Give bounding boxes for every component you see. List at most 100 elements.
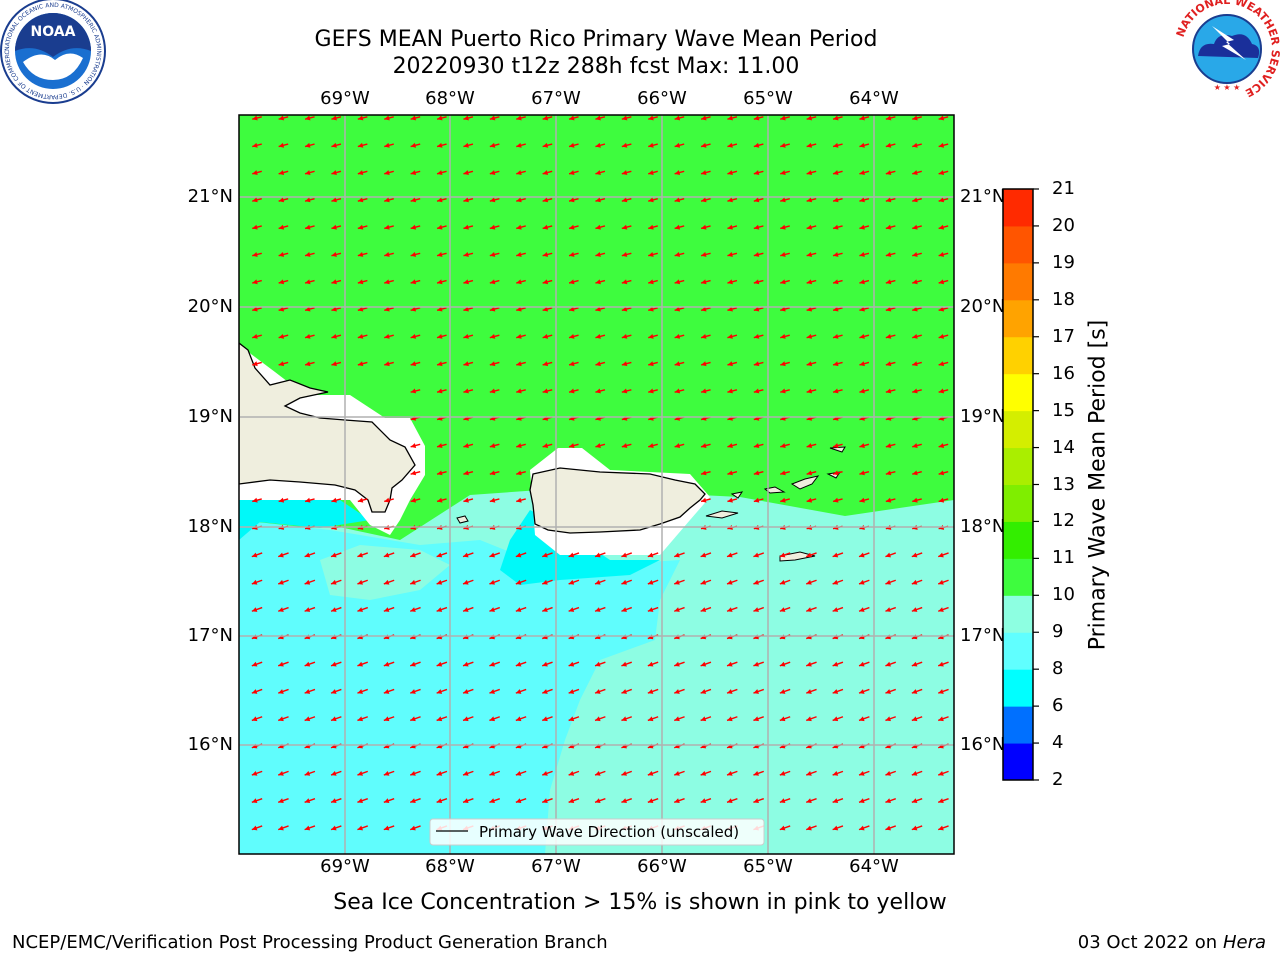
wave-direction-arrow (647, 579, 659, 585)
wave-direction-arrow (621, 606, 633, 612)
wave-direction-arrow (938, 279, 949, 285)
wave-direction-arrow (304, 661, 316, 667)
colorbar-segment (1003, 521, 1033, 559)
culebra-island (730, 491, 744, 499)
wave-direction-arrow (331, 252, 342, 257)
wave-direction-arrow (436, 661, 448, 667)
wave-direction-arrow (595, 197, 606, 203)
wave-direction-arrow (436, 552, 448, 558)
wave-direction-arrow (753, 552, 765, 558)
colorbar-tick-label: 11 (1052, 547, 1075, 569)
colorbar-segment (1003, 189, 1033, 227)
wave-direction-arrow (568, 716, 580, 722)
wave-direction-arrow (489, 142, 500, 148)
wave-direction-arrow (516, 279, 526, 285)
wave-direction-arrow (727, 443, 738, 448)
wave-direction-arrow (304, 224, 315, 230)
wave-direction-arrow (832, 470, 843, 476)
wave-direction-arrow (304, 797, 316, 804)
wave-direction-arrow (568, 115, 579, 121)
wave-direction-arrow (673, 716, 685, 722)
colorbar-tick-label: 20 (1052, 214, 1075, 236)
wave-direction-arrow (912, 115, 922, 121)
wave-direction-arrow (780, 252, 790, 257)
wave-direction-arrow (938, 142, 949, 148)
wave-direction-arrow (278, 142, 289, 148)
wave-direction-arrow (542, 252, 553, 257)
wave-direction-arrow (648, 279, 658, 285)
wave-direction-arrow (331, 224, 342, 230)
wave-direction-arrow (753, 443, 764, 448)
wave-direction-arrow (251, 716, 263, 722)
wave-direction-arrow (621, 443, 632, 448)
colorbar-tick-label: 8 (1052, 658, 1064, 680)
wave-direction-arrow (462, 797, 474, 804)
wave-direction-arrow (859, 497, 870, 503)
wave-direction-arrow (251, 770, 263, 776)
wave-direction-arrow (252, 361, 262, 367)
wave-direction-arrow (542, 361, 553, 367)
wave-direction-arrow (331, 333, 342, 339)
wave-direction-arrow (648, 142, 658, 148)
colorbar-tick-label: 19 (1052, 251, 1075, 273)
wave-direction-arrow (806, 279, 817, 285)
wave-direction-arrow (621, 770, 633, 776)
wave-direction-arrow (726, 770, 738, 776)
wave-direction-arrow (384, 224, 394, 230)
wave-direction-arrow (911, 716, 923, 722)
wave-direction-arrow (647, 661, 659, 667)
nws-stars-icon: ★ ★ ★ (1214, 83, 1241, 92)
wave-direction-arrow (541, 606, 553, 612)
wave-direction-arrow (383, 688, 395, 694)
wave-direction-arrow (357, 606, 369, 612)
vieques-island (705, 510, 739, 519)
wave-direction-arrow (357, 661, 369, 667)
wave-direction-arrow (357, 115, 368, 121)
wave-direction-arrow (859, 115, 870, 121)
wave-direction-arrow (832, 142, 843, 148)
wave-direction-arrow (436, 770, 448, 776)
colorbar-segment (1003, 225, 1033, 264)
longitude-label-bottom: 68°W (425, 856, 475, 877)
wave-direction-arrow (516, 306, 526, 312)
wave-direction-arrow (753, 142, 764, 148)
wave-direction-arrow (938, 361, 949, 367)
wave-direction-arrow (673, 606, 685, 612)
wave-direction-arrow (621, 552, 633, 558)
wave-direction-arrow (912, 197, 922, 203)
wave-direction-arrow (700, 361, 711, 367)
wave-direction-arrow (832, 224, 843, 230)
wave-direction-arrow (938, 115, 949, 121)
wave-direction-arrow (832, 333, 843, 339)
wave-direction-arrow (858, 606, 870, 612)
wave-direction-arrow (673, 770, 685, 776)
wave-direction-arrow (832, 606, 844, 612)
wave-direction-arrow (278, 497, 289, 503)
longitude-label-top: 69°W (320, 88, 370, 109)
wave-direction-arrow (410, 470, 421, 476)
wave-direction-arrow (912, 443, 922, 448)
wave-direction-arrow (700, 606, 712, 612)
wave-direction-arrow (568, 579, 580, 585)
wave-direction-arrow (832, 552, 844, 558)
wave-direction-arrow (304, 142, 315, 148)
wave-direction-arrow (252, 170, 262, 175)
wave-direction-arrow (647, 716, 659, 722)
wave-direction-arrow (595, 252, 606, 257)
wave-direction-arrow (383, 797, 395, 804)
wave-direction-arrow (515, 579, 527, 585)
colorbar-tick-label: 21 (1052, 178, 1075, 199)
wave-direction-arrow (463, 497, 474, 503)
wave-direction-arrow (462, 716, 474, 722)
wave-direction-arrow (568, 170, 579, 175)
wave-direction-arrow (700, 142, 711, 148)
wave-direction-arrow (330, 661, 342, 667)
colorbar-segment (1003, 262, 1033, 301)
wave-direction-arrow (410, 306, 421, 312)
wave-direction-arrow (859, 197, 870, 203)
wave-direction-arrow (463, 170, 474, 175)
wave-direction-arrow (489, 197, 500, 203)
wave-direction-arrow (648, 197, 658, 203)
wave-direction-arrow (409, 688, 421, 694)
